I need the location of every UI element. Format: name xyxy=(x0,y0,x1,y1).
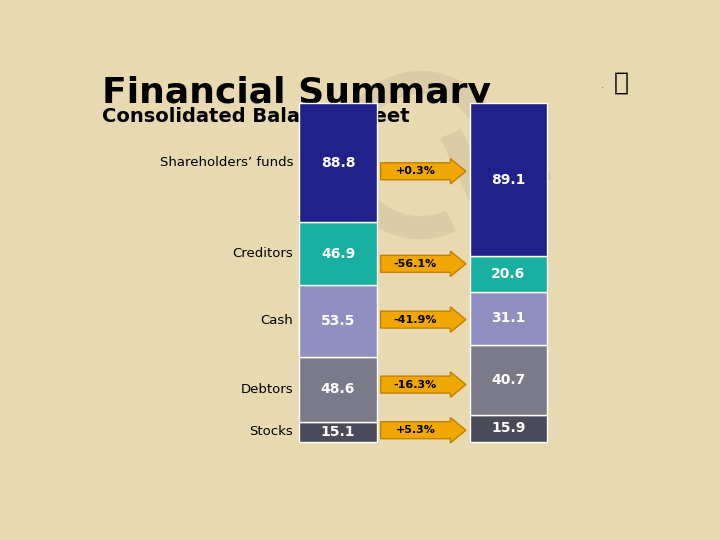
Text: ♟: ♟ xyxy=(601,87,603,88)
Text: +5.3%: +5.3% xyxy=(395,425,436,435)
Text: Cash: Cash xyxy=(261,314,293,327)
Polygon shape xyxy=(381,307,466,332)
Text: 53.5: 53.5 xyxy=(321,314,355,328)
Text: ⟳: ⟳ xyxy=(276,22,587,355)
Text: 46.9: 46.9 xyxy=(321,247,355,261)
Bar xyxy=(469,103,547,256)
Bar xyxy=(300,422,377,442)
Text: £m: £m xyxy=(327,161,348,174)
Bar xyxy=(469,415,547,442)
Text: 20.6: 20.6 xyxy=(491,267,526,281)
Polygon shape xyxy=(381,251,466,276)
Bar xyxy=(469,256,547,292)
Text: +0.3%: +0.3% xyxy=(395,166,436,176)
Text: 15.1: 15.1 xyxy=(320,425,355,439)
Text: December: December xyxy=(302,138,374,151)
Polygon shape xyxy=(381,159,466,184)
Text: Consolidated Balance Sheet: Consolidated Balance Sheet xyxy=(102,107,409,126)
Text: Financial Summary: Financial Summary xyxy=(102,76,490,110)
Text: Debtors: Debtors xyxy=(240,383,293,396)
Text: -56.1%: -56.1% xyxy=(394,259,437,269)
Text: 40.7: 40.7 xyxy=(491,373,526,387)
Bar xyxy=(300,357,377,422)
Text: 89.1: 89.1 xyxy=(491,173,526,187)
Text: -16.3%: -16.3% xyxy=(394,380,437,389)
Polygon shape xyxy=(381,417,466,443)
Text: 48.6: 48.6 xyxy=(321,382,355,396)
Bar xyxy=(300,103,377,222)
Text: Stocks: Stocks xyxy=(249,426,293,438)
Text: 15.9: 15.9 xyxy=(491,421,526,435)
Bar xyxy=(300,285,377,357)
Text: -41.9%: -41.9% xyxy=(394,315,437,325)
Bar xyxy=(469,345,547,415)
Text: 2006: 2006 xyxy=(491,150,526,163)
Text: 🏹: 🏹 xyxy=(613,71,629,95)
Bar xyxy=(300,222,377,285)
Text: June: June xyxy=(493,138,524,151)
Text: Shareholders’ funds: Shareholders’ funds xyxy=(160,156,293,169)
Text: Creditors: Creditors xyxy=(233,247,293,260)
Text: ⚔: ⚔ xyxy=(606,72,616,83)
Text: £m: £m xyxy=(498,161,519,174)
Bar xyxy=(469,292,547,345)
Text: 2005: 2005 xyxy=(320,150,356,163)
Text: 31.1: 31.1 xyxy=(491,311,526,325)
Text: 88.8: 88.8 xyxy=(320,156,355,170)
Polygon shape xyxy=(381,372,466,397)
